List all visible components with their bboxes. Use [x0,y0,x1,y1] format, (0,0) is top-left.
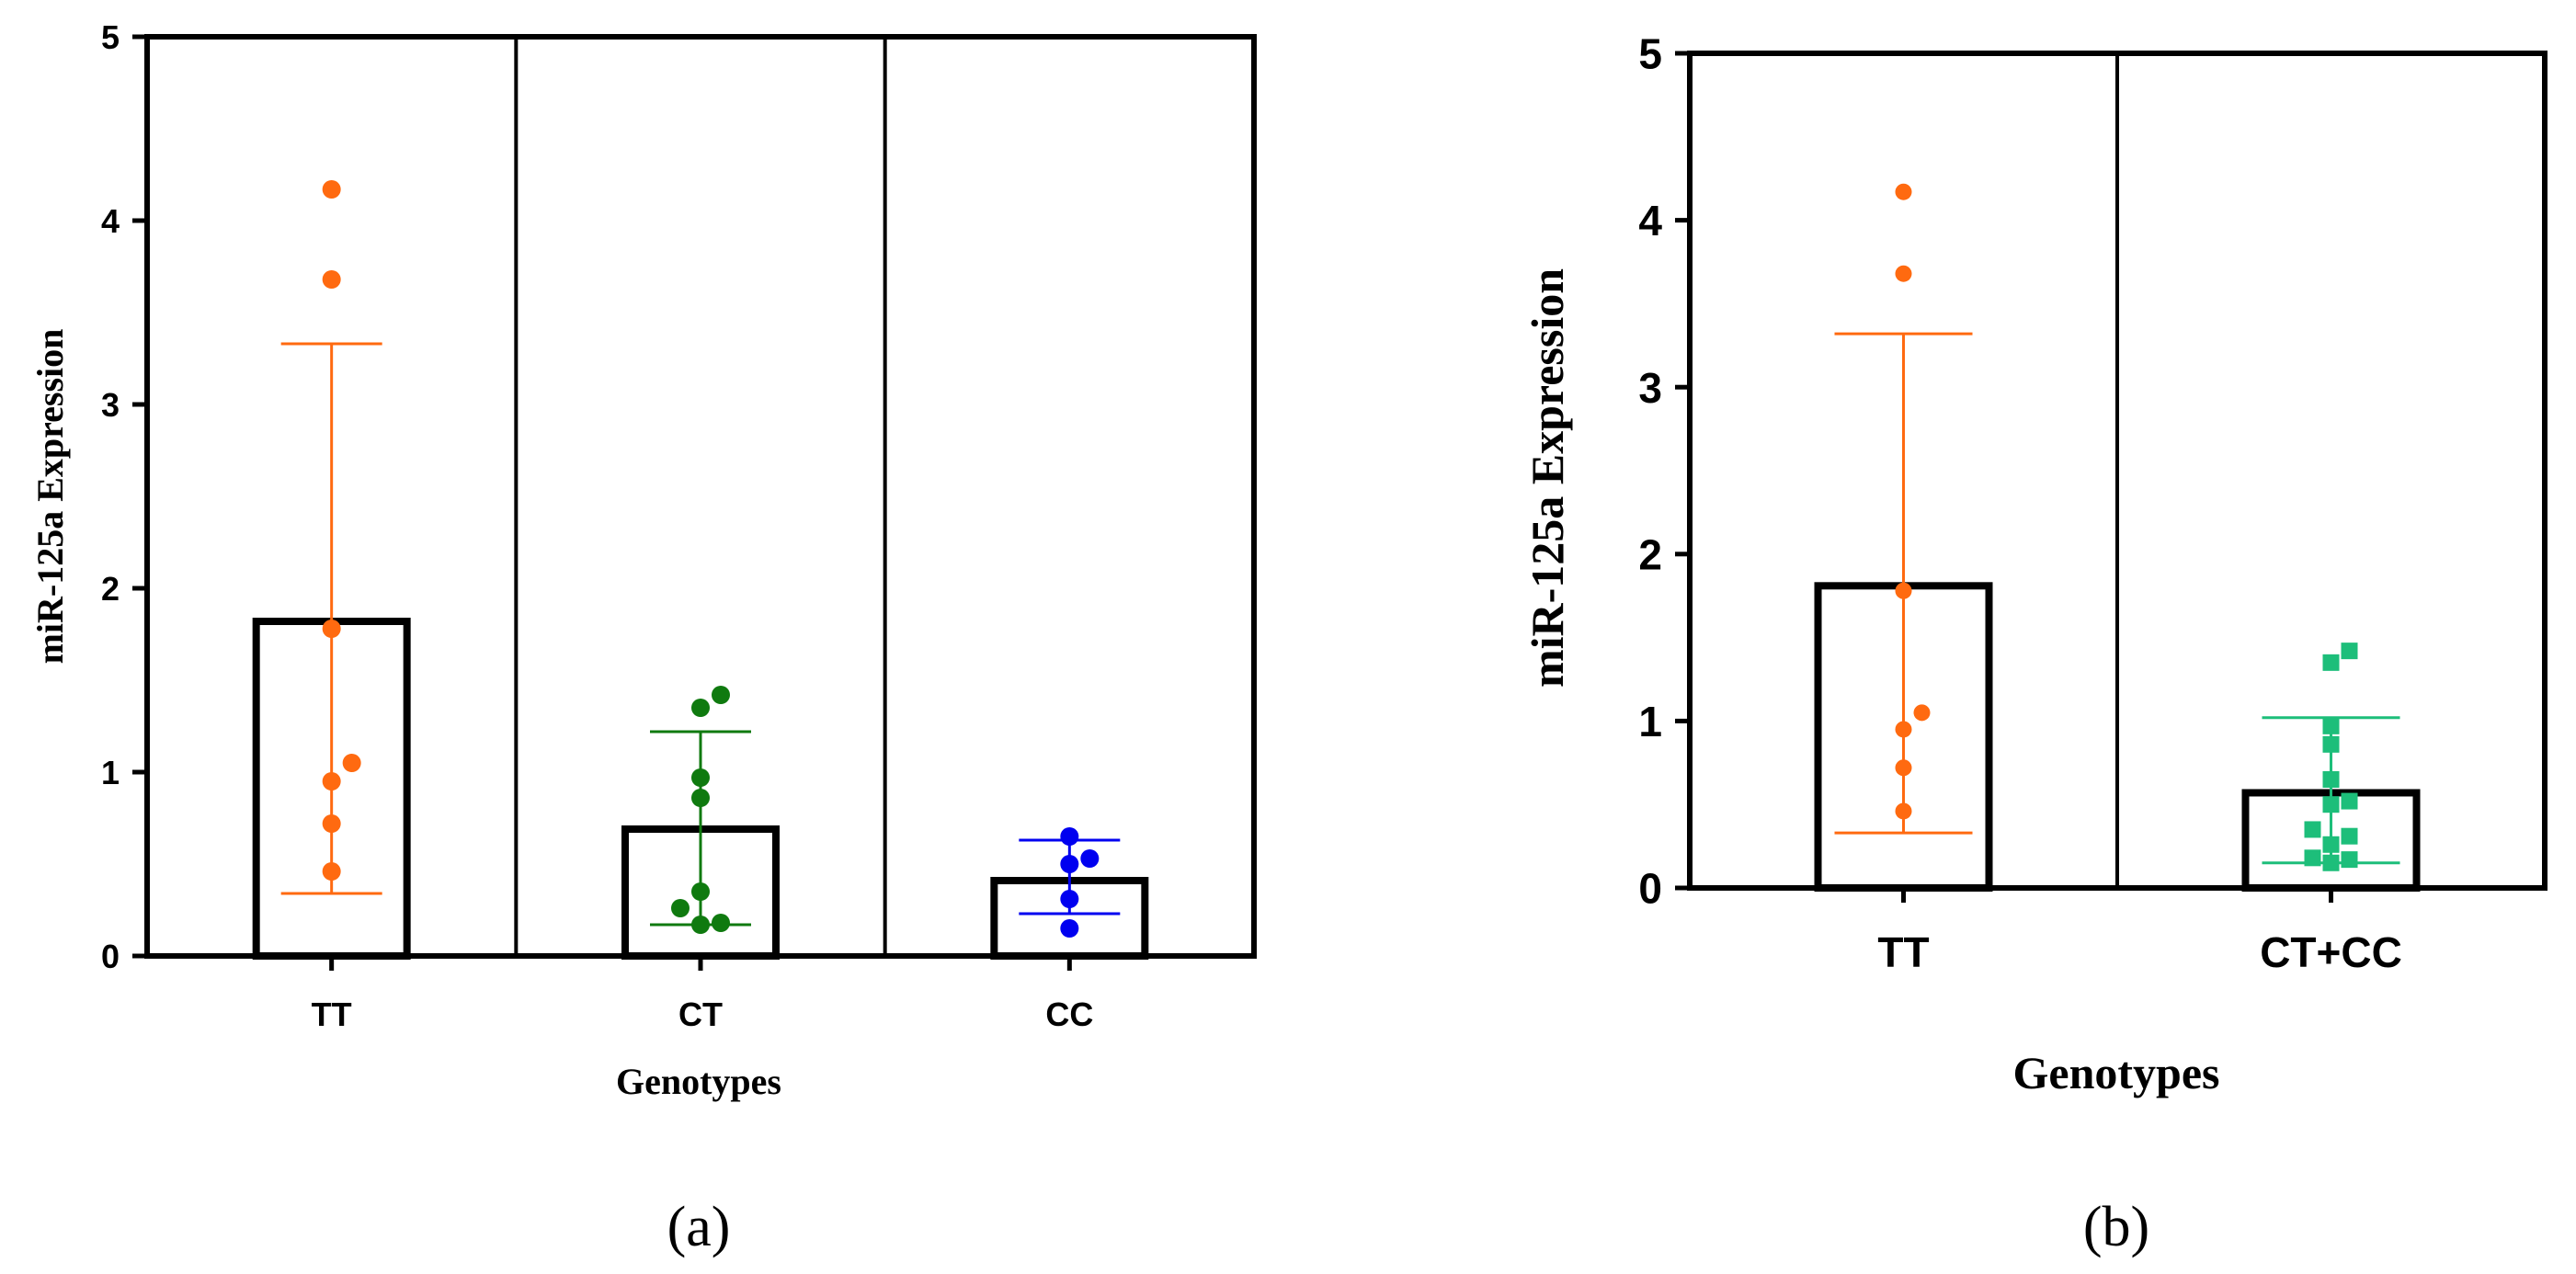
data-point [2322,796,2340,813]
data-point [322,270,341,289]
x-tick-label: TT [312,995,352,1033]
y-tick-label: 2 [101,570,120,608]
y-axis-label: miR-125a Expression [29,329,71,665]
y-tick-label: 0 [1638,865,1662,913]
data-point [322,814,341,833]
y-tick-label: 5 [1638,30,1662,78]
data-point [712,914,730,932]
data-point [2322,717,2340,734]
data-point [2304,849,2321,867]
data-point [1895,721,1912,738]
data-point [322,180,341,199]
data-point [342,754,361,772]
panel-a-chart: 0 1 2 3 4 5 TT CT CC Genotypes miR-125a Expression… [29,18,1257,1258]
data-point [1895,759,1912,777]
data-point [1060,890,1079,908]
data-point [1895,183,1912,200]
data-point [1895,582,1912,599]
data-point [1913,704,1931,722]
data-point [2304,821,2321,838]
data-point [1895,802,1912,820]
data-point [2341,792,2358,810]
data-point [691,768,710,787]
y-tick-label: 2 [1638,530,1662,578]
data-point [1060,855,1079,873]
y-axis-label: miR-125a Expression [1522,268,1573,688]
data-point [322,620,341,638]
data-point [2341,851,2358,869]
data-point [2322,836,2340,853]
data-point [1060,919,1079,938]
data-point [2341,643,2358,660]
data-point [712,686,730,704]
data-point [2322,654,2340,671]
data-point [691,882,710,901]
y-tick-label: 4 [101,202,120,240]
x-axis-label: Genotypes [616,1061,781,1102]
x-tick-label: TT [1877,928,1929,976]
y-tick-label: 0 [101,938,120,975]
data-point [2341,827,2358,845]
panel-label: (b) [2083,1196,2149,1258]
y-tick-label: 4 [1638,197,1662,245]
data-point [322,772,341,791]
x-tick-label: CT [678,995,723,1033]
panel-label: (a) [667,1196,731,1258]
y-tick-label: 3 [1638,364,1662,412]
data-point [2322,854,2340,871]
data-point [1060,827,1079,846]
data-point [322,862,341,881]
data-point [671,899,690,917]
data-point [1080,849,1100,868]
x-axis-label: Genotypes [2013,1047,2220,1098]
y-tick-label: 1 [1638,698,1662,745]
data-point [691,916,710,934]
y-tick-label: 5 [101,18,120,56]
data-point [2322,770,2340,788]
x-tick-label: CT+CC [2260,928,2402,976]
y-tick-label: 3 [101,386,120,424]
data-point [691,789,710,807]
data-point [1895,265,1912,282]
y-tick-label: 1 [101,754,120,791]
x-tick-label: CC [1045,995,1093,1033]
data-point [2322,735,2340,753]
panel-b-chart: 0 1 2 3 4 5 TT CT+CC Genotypes miR-125a Expressio… [1522,30,2548,1258]
data-point [691,699,710,717]
